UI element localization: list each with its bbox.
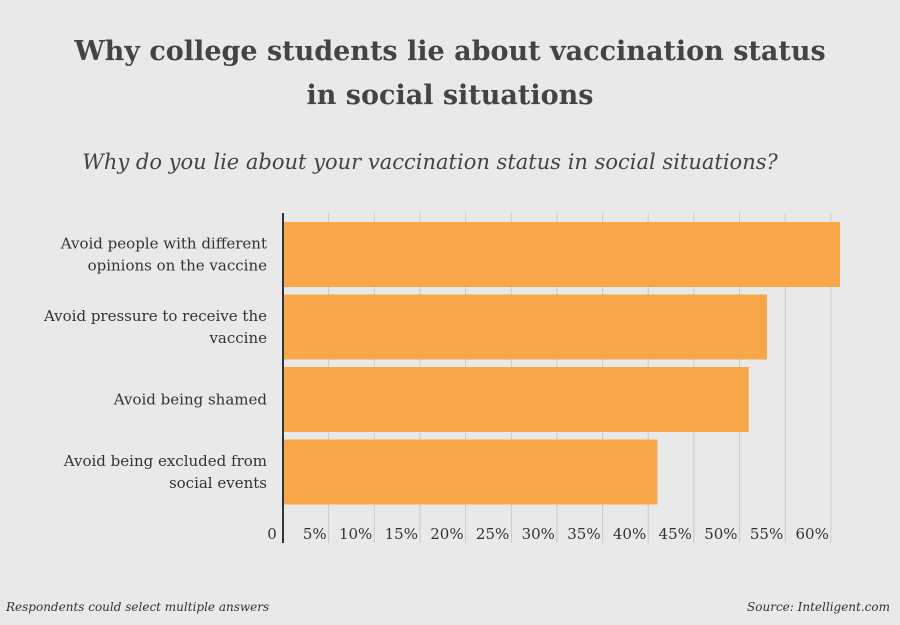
- x-tick-label: 25%: [476, 525, 509, 543]
- x-tick-label: 10%: [339, 525, 372, 543]
- x-tick-label: 15%: [385, 525, 418, 543]
- x-tick-label: 40%: [613, 525, 646, 543]
- x-tick-label: 60%: [796, 525, 829, 543]
- category-label: Avoid people with different opinions on t…: [60, 235, 267, 275]
- category-label-line: vaccine: [208, 329, 267, 347]
- category-label-line: Avoid being shamed: [113, 391, 268, 409]
- x-tick-label: 55%: [750, 525, 783, 543]
- category-label: Avoid being excluded from social events: [63, 452, 267, 492]
- category-label-line: social events: [169, 474, 267, 492]
- category-label-line: opinions on the vaccine: [88, 257, 268, 275]
- chart-title-line-1: Why college students lie about vaccinati…: [74, 36, 826, 67]
- x-tick-label: 50%: [704, 525, 737, 543]
- bar: [283, 367, 749, 432]
- x-tick-label: 0: [267, 525, 277, 543]
- category-label-line: Avoid being excluded from: [63, 452, 267, 470]
- chart-title-line-2: in social situations: [306, 80, 594, 111]
- x-tick-label: 5%: [303, 525, 327, 543]
- x-tick-label: 45%: [659, 525, 692, 543]
- source-note: Source: Intelligent.com: [747, 600, 890, 614]
- chart-title: Why college students lie about vaccinati…: [0, 30, 900, 118]
- x-tick-label: 35%: [567, 525, 600, 543]
- bar: [283, 294, 767, 360]
- bar: [283, 222, 840, 287]
- category-label-line: Avoid pressure to receive the: [43, 307, 267, 325]
- footnote: Respondents could select multiple answer…: [6, 600, 270, 614]
- x-tick-label: 30%: [522, 525, 555, 543]
- x-tick-label: 20%: [430, 525, 463, 543]
- category-label-line: Avoid people with different: [60, 235, 267, 253]
- chart-subtitle: Why do you lie about your vaccination st…: [82, 150, 778, 174]
- bar: [283, 439, 658, 505]
- category-label: Avoid pressure to receive the vaccine: [43, 307, 267, 347]
- category-label: Avoid being shamed: [113, 391, 268, 409]
